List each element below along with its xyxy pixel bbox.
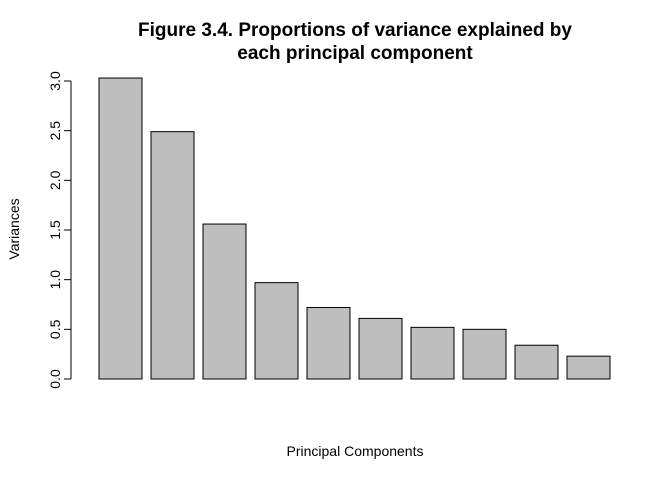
chart-title-line-1: Figure 3.4. Proportions of variance expl… bbox=[138, 20, 572, 41]
bar-pc4 bbox=[254, 282, 299, 380]
y-tick-label: 0.5 bbox=[47, 319, 63, 339]
y-tick-label: 0.0 bbox=[47, 369, 63, 389]
bar-pc1 bbox=[98, 77, 143, 380]
bar-pc3 bbox=[202, 223, 247, 380]
y-tick-label: 3.0 bbox=[47, 71, 63, 91]
bar-pc2 bbox=[150, 131, 195, 380]
x-axis-label: Principal Components bbox=[287, 443, 424, 459]
bar-pc8 bbox=[462, 328, 507, 380]
bar-pc5 bbox=[306, 306, 351, 380]
bars bbox=[98, 77, 611, 380]
y-axis-label: Variances bbox=[6, 198, 22, 259]
bar-pc9 bbox=[514, 344, 559, 380]
y-tick-label: 2.5 bbox=[47, 121, 63, 141]
y-tick-label: 1.0 bbox=[47, 270, 63, 290]
bar-pc10 bbox=[566, 355, 611, 380]
chart-title-line-2: each principal component bbox=[237, 43, 473, 64]
y-tick-label: 1.5 bbox=[47, 220, 63, 240]
y-tick-label: 2.0 bbox=[47, 170, 63, 190]
bar-pc7 bbox=[410, 326, 455, 380]
bar-pc6 bbox=[358, 317, 403, 380]
y-axis: 0.0 0.5 1.0 1.5 2.0 2.5 3.0 bbox=[47, 71, 72, 389]
